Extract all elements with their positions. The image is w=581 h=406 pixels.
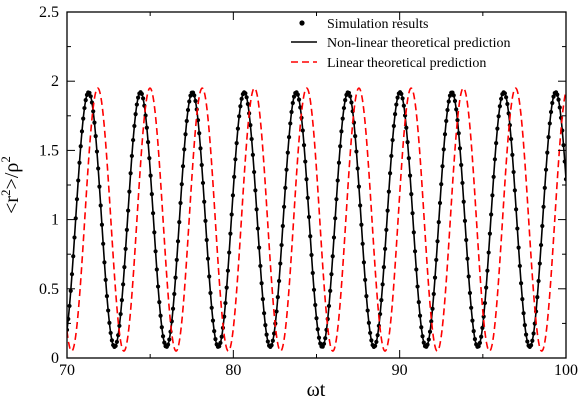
- series-nonlinear-solid-line: [67, 91, 566, 348]
- x-tick-label: 70: [59, 362, 75, 379]
- series-linear-dashed-line: [67, 87, 566, 352]
- legend-label: Simulation results: [327, 17, 429, 32]
- y-tick-label: 0: [51, 350, 59, 367]
- y-tick-label: 1: [51, 212, 59, 229]
- y-axis-title: <r2>/ρ2: [0, 156, 23, 214]
- legend-label: Linear theoretical prediction: [327, 56, 486, 71]
- x-tick-label: 90: [392, 362, 408, 379]
- plot-content: [67, 87, 566, 352]
- legend-label: Non-linear theoretical prediction: [327, 36, 510, 51]
- y-tick-label: 2.5: [39, 4, 59, 21]
- legend-item: Simulation results: [299, 17, 429, 32]
- x-axis-title: ωt: [307, 379, 326, 401]
- legend: Simulation results Non-linear theoretical…: [291, 17, 510, 71]
- y-tick-label: 0.5: [39, 281, 59, 298]
- legend-item: Linear theoretical prediction: [291, 56, 486, 71]
- x-tick-label: 80: [225, 362, 241, 379]
- y-tick-label: 1.5: [39, 142, 59, 159]
- x-tick-label: 100: [554, 362, 578, 379]
- legend-marker-dot: [299, 20, 305, 26]
- axis-ticks: 70 80 90 100 0 0.5 1 1.5 2 2.5: [39, 4, 578, 379]
- legend-item: Non-linear theoretical prediction: [291, 36, 510, 51]
- y-tick-label: 2: [51, 73, 59, 90]
